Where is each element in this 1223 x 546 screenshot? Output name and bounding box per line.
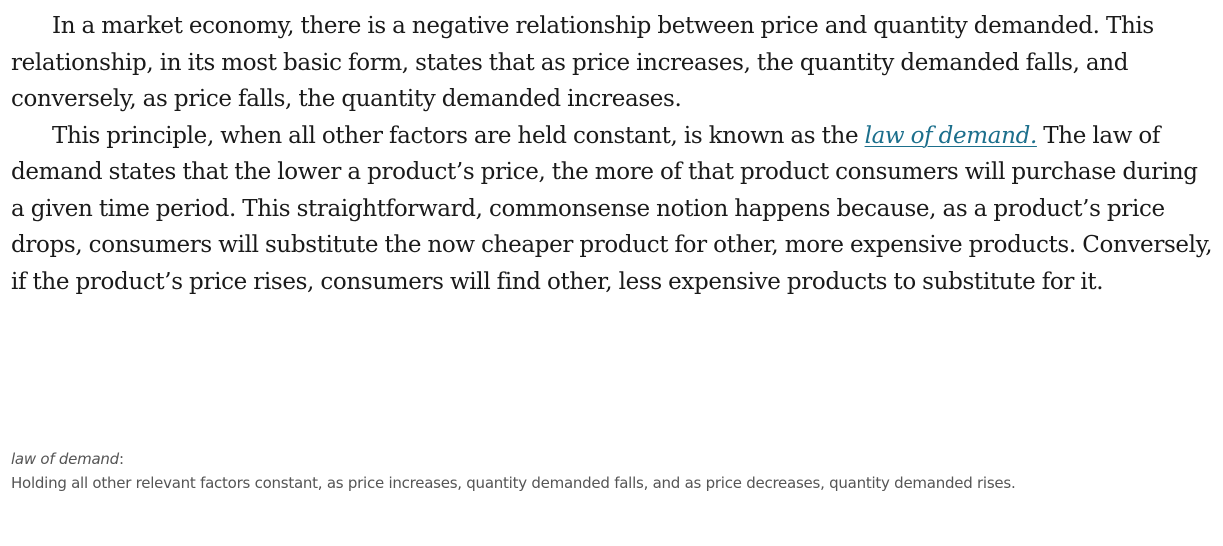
article-body: In a market economy, there is a negative… [11, 8, 1216, 300]
glossary-term: law of demand [11, 450, 119, 468]
glossary-entry: law of demand: Holding all other relevan… [11, 447, 1206, 495]
paragraph-1: In a market economy, there is a negative… [11, 13, 1154, 112]
paragraph-2-intro: This principle, when all other factors a… [52, 122, 865, 149]
paragraph-2: This principle, when all other factors a… [11, 118, 1216, 301]
paragraph-2-rest: The law of demand states that the lower … [11, 122, 1213, 295]
glossary-separator: : [118, 450, 124, 468]
glossary-definition: Holding all other relevant factors const… [11, 474, 1016, 492]
law-of-demand-link[interactable]: law of demand. [864, 122, 1038, 149]
